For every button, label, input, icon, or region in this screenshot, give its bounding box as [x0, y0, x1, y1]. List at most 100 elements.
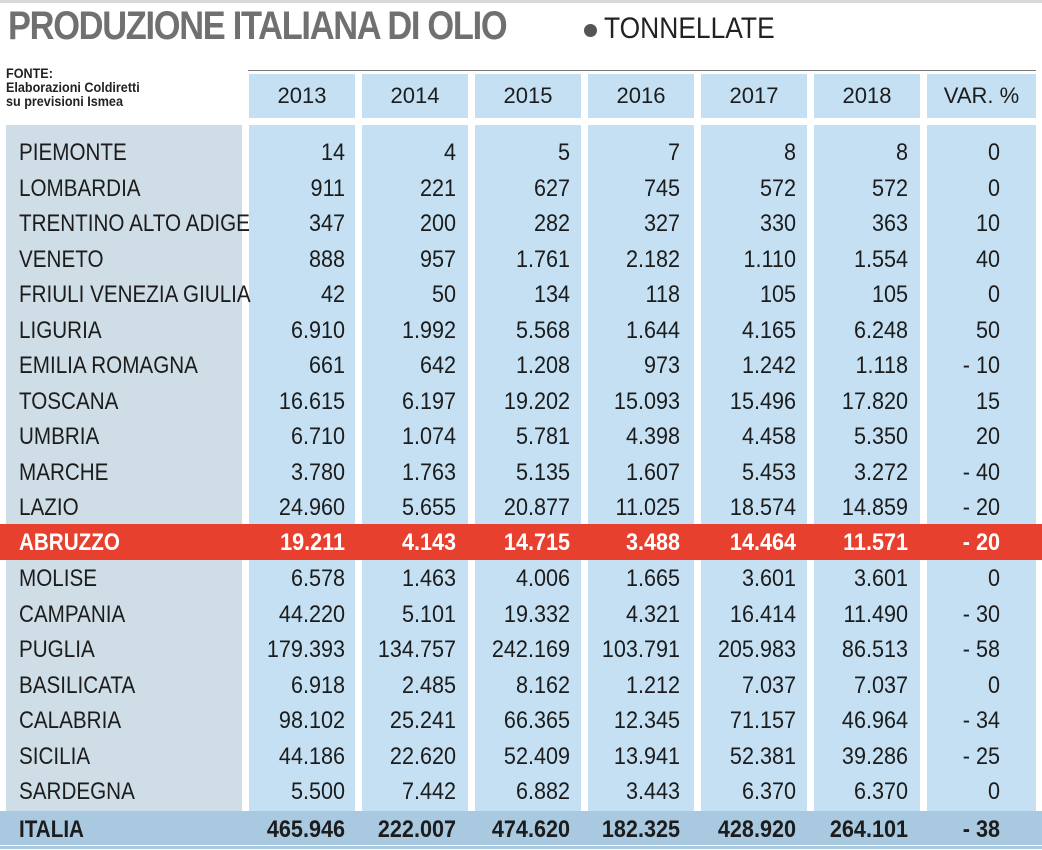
production-value: 6.197 — [401, 387, 456, 415]
production-value: 179.393 — [266, 636, 345, 663]
production-value: 52.381 — [729, 742, 796, 770]
variation-value: 0 — [987, 139, 1000, 166]
production-value: 52.409 — [503, 742, 570, 770]
source-line: su previsioni Ismea — [6, 93, 123, 109]
production-value: 6.710 — [290, 423, 345, 450]
variation-value: 0 — [987, 281, 1000, 308]
column-header-var: VAR. % — [927, 74, 1036, 118]
variation-value: - 10 — [962, 352, 1000, 379]
production-value: 71.157 — [729, 707, 796, 734]
table-row: SICILIA 44.186 22.620 52.409 13.941 52.381 39.… — [0, 738, 1042, 774]
production-value: 14.715 — [503, 529, 570, 556]
production-value: 200 — [419, 210, 456, 237]
region-name: LOMBARDIA — [19, 174, 141, 202]
production-value: 572 — [759, 174, 796, 202]
production-value: 363 — [871, 210, 908, 237]
production-value: 25.241 — [389, 707, 456, 734]
column-header-year: 2013 — [249, 74, 355, 118]
production-value: 745 — [643, 174, 680, 202]
production-value: 4 — [443, 139, 456, 166]
production-value: 661 — [308, 352, 345, 379]
production-value: 221 — [419, 174, 456, 202]
production-value: 4.398 — [625, 423, 680, 450]
production-value: 327 — [643, 210, 680, 237]
source-line: Elaborazioni Coldiretti — [6, 79, 140, 95]
production-value: 572 — [871, 174, 908, 202]
table-row: TOSCANA 16.615 6.197 19.202 15.093 15.496 17.8… — [0, 383, 1042, 419]
production-value: 134 — [533, 281, 570, 308]
production-value: 19.332 — [503, 600, 570, 628]
production-value: 3.601 — [853, 565, 908, 592]
value-column-background — [814, 125, 920, 811]
region-name: VENETO — [19, 245, 104, 273]
production-value: 11.571 — [843, 529, 908, 556]
production-value: 22.620 — [389, 742, 456, 770]
production-value: 1.074 — [401, 423, 456, 450]
production-value: 14.859 — [841, 494, 908, 521]
source-note: FONTE: Elaborazioni Coldiretti su previs… — [6, 66, 140, 108]
variation-value: - 25 — [962, 742, 1000, 770]
production-value: 3.780 — [290, 458, 345, 486]
production-value: 4.321 — [625, 600, 680, 628]
region-name: PUGLIA — [19, 636, 95, 663]
production-value: 642 — [419, 352, 456, 379]
production-value: 13.941 — [613, 742, 680, 770]
production-value: 11.490 — [843, 600, 908, 628]
production-value: 1.607 — [625, 458, 680, 486]
production-value: 1.665 — [625, 565, 680, 592]
variation-value: 40 — [975, 245, 1000, 273]
production-value: 6.578 — [290, 565, 345, 592]
variation-value: - 30 — [962, 600, 1000, 628]
production-value: 242.169 — [491, 636, 570, 663]
region-name: ITALIA — [19, 815, 84, 843]
region-name: SICILIA — [19, 742, 91, 770]
production-value: 4.458 — [741, 423, 796, 450]
production-value: 8 — [895, 139, 908, 166]
production-value: 20.877 — [503, 494, 570, 521]
production-value: 39.286 — [841, 742, 908, 770]
production-value: 1.242 — [741, 352, 796, 379]
production-value: 6.370 — [741, 778, 796, 805]
production-value: 7.037 — [741, 671, 796, 699]
bottom-rule — [0, 846, 1042, 849]
value-column-background — [701, 125, 807, 811]
table-row: PIEMONTE 14 4 5 7 8 8 0 — [0, 134, 1042, 170]
table-row: BASILICATA 6.918 2.485 8.162 1.212 7.037 7.037… — [0, 667, 1042, 703]
production-value: 4.006 — [515, 565, 570, 592]
production-value: 282 — [533, 210, 570, 237]
chart-title: PRODUZIONE ITALIANA DI OLIO — [8, 4, 508, 48]
chart-unit: TONNELLATE — [604, 12, 775, 45]
production-value: 66.365 — [503, 707, 570, 734]
bullet-dot — [584, 24, 597, 37]
production-value: 105 — [871, 281, 908, 308]
production-value: 5 — [557, 139, 570, 166]
production-value: 264.101 — [829, 815, 908, 843]
production-value: 3.443 — [625, 778, 680, 805]
production-value: 50 — [431, 281, 456, 308]
production-value: 7 — [667, 139, 680, 166]
variation-value: 0 — [987, 778, 1000, 805]
region-name: TOSCANA — [19, 387, 119, 415]
table-row: CALABRIA 98.102 25.241 66.365 12.345 71.157 46… — [0, 702, 1042, 738]
production-value: 3.488 — [625, 529, 680, 556]
production-value: 627 — [533, 174, 570, 202]
production-value: 5.781 — [515, 423, 570, 450]
production-value: 5.453 — [741, 458, 796, 486]
table-row: SARDEGNA 5.500 7.442 6.882 3.443 6.370 6.370 0 — [0, 773, 1042, 809]
table-row: MARCHE 3.780 1.763 5.135 1.607 5.453 3.272 - 40 — [0, 454, 1042, 490]
region-name: TRENTINO ALTO ADIGE — [19, 210, 250, 237]
production-value: 1.110 — [743, 245, 796, 273]
production-value: 14 — [320, 139, 345, 166]
variation-value: 50 — [975, 316, 1000, 344]
column-header-year: 2018 — [814, 74, 920, 118]
production-value: 86.513 — [841, 636, 908, 663]
production-value: 1.644 — [625, 316, 680, 344]
production-value: 5.500 — [290, 778, 345, 805]
region-name: MARCHE — [19, 458, 109, 486]
region-name: EMILIA ROMAGNA — [19, 352, 198, 379]
production-value: 5.135 — [515, 458, 570, 486]
region-column-background — [6, 125, 242, 811]
production-value: 911 — [310, 174, 345, 202]
table-row: CAMPANIA 44.220 5.101 19.332 4.321 16.414 11.4… — [0, 596, 1042, 632]
production-value: 6.918 — [290, 671, 345, 699]
